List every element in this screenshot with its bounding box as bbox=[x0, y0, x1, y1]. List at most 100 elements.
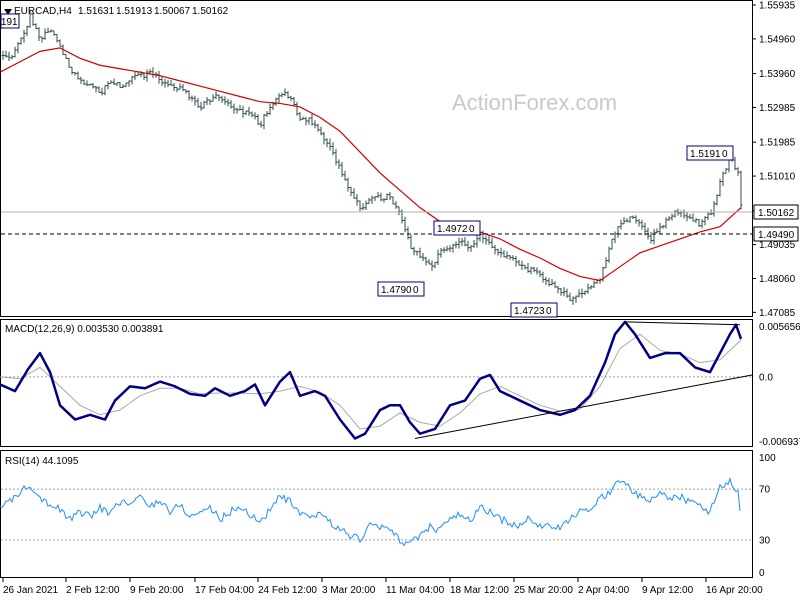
price-plot bbox=[0, 9, 743, 305]
time-tick-label: 9 Apr 12:00 bbox=[642, 585, 694, 596]
ohlc-bar bbox=[655, 228, 659, 234]
ohlc-bar bbox=[241, 105, 245, 118]
time-tick-label: 26 Jan 2021 bbox=[3, 585, 58, 596]
svg-text:1.4723: 1.4723 bbox=[514, 306, 545, 317]
ohlc-bar bbox=[208, 99, 212, 105]
ohlc-bar bbox=[340, 162, 344, 177]
ohlc-bar bbox=[406, 226, 410, 240]
ohlc-bar bbox=[664, 217, 668, 229]
ohlc-bar bbox=[238, 104, 242, 111]
ohlc-bar bbox=[454, 241, 458, 249]
ohlc-bar bbox=[556, 286, 560, 294]
ohlc-bar bbox=[652, 228, 656, 245]
ohlc-bar bbox=[451, 243, 455, 253]
ohlc-bar bbox=[193, 95, 197, 106]
ohlc-bar bbox=[88, 83, 92, 86]
level-price-tag: 1.49490 bbox=[753, 226, 799, 242]
ohlc-bar bbox=[280, 92, 284, 98]
ohlc-bar bbox=[409, 235, 413, 250]
ohlc-bar bbox=[172, 82, 176, 92]
ohlc-bar bbox=[487, 235, 491, 245]
svg-text:1.5191: 1.5191 bbox=[690, 149, 721, 160]
ohlc-bar bbox=[625, 218, 629, 223]
macd-tick-label: 0.0 bbox=[759, 372, 773, 383]
ohlc-bar bbox=[220, 95, 224, 103]
svg-text:1.5191: 1.5191 bbox=[0, 17, 18, 28]
macd-signal-line bbox=[0, 333, 742, 430]
macd-plot bbox=[0, 320, 753, 440]
price-tick-label: 1.52985 bbox=[759, 103, 796, 114]
ohlc-bar bbox=[718, 178, 722, 197]
svg-text:0: 0 bbox=[469, 224, 475, 235]
ohlc-bar bbox=[400, 209, 404, 224]
ohlc-bar bbox=[91, 83, 95, 89]
ohlc-bar bbox=[589, 284, 593, 290]
ohlc-bar bbox=[289, 95, 293, 102]
ohlc-bar bbox=[466, 240, 470, 252]
ohlc-bar bbox=[70, 66, 74, 75]
ohlc-bar bbox=[445, 245, 449, 252]
ohlc-bar bbox=[553, 281, 557, 288]
ohlc-bar bbox=[688, 214, 692, 220]
rsi-line bbox=[0, 477, 741, 547]
ohlc-bar bbox=[73, 72, 77, 76]
ohlc-bar bbox=[526, 263, 530, 273]
ohlc-bar bbox=[511, 255, 515, 261]
ohlc-bar bbox=[301, 116, 305, 120]
price-tick-label: 1.51010 bbox=[759, 172, 796, 183]
ohlc-bar bbox=[85, 80, 89, 87]
time-tick-label: 2 Apr 04:00 bbox=[578, 585, 630, 596]
rsi-tick-label: 70 bbox=[759, 485, 771, 496]
ohlc-bar bbox=[235, 107, 239, 114]
ohlc-bar bbox=[493, 244, 497, 255]
ohlc-bar bbox=[724, 168, 728, 174]
annotation-high-left: 1.5191 bbox=[0, 13, 20, 29]
ohlc-bar bbox=[460, 237, 464, 247]
ohlc-bar bbox=[181, 83, 185, 92]
ohlc-bar bbox=[616, 225, 620, 238]
ohlc-bar bbox=[319, 126, 323, 136]
svg-text:1.50162: 1.50162 bbox=[758, 208, 795, 219]
ohlc-bar bbox=[100, 87, 104, 96]
ohlc-bar bbox=[550, 278, 554, 286]
ohlc-bar bbox=[634, 215, 638, 224]
dropdown-triangle-icon bbox=[4, 9, 12, 15]
ohlc-bar bbox=[736, 167, 740, 176]
ohlc-bar bbox=[211, 94, 215, 102]
ohlc-bar bbox=[244, 110, 248, 116]
rsi-label: RSI(14) 44.1095 bbox=[5, 456, 79, 467]
ohlc-bar bbox=[25, 25, 29, 37]
ohlc-bar bbox=[313, 120, 317, 129]
ohlc-bar bbox=[577, 289, 581, 298]
ohlc-bar bbox=[697, 218, 701, 228]
ohlc-high: 1.51913 bbox=[116, 6, 153, 17]
ohlc-bar bbox=[514, 256, 518, 267]
ohlc-bar bbox=[415, 250, 419, 256]
ohlc-bar bbox=[187, 89, 191, 101]
annotation-1-4790: 1.4790 0 bbox=[377, 281, 425, 297]
ohlc-bar bbox=[586, 283, 590, 294]
macd-panel-frame bbox=[0, 319, 753, 447]
price-axis: 1.55935 1.54960 1.53960 1.52985 1.51985 1.510… bbox=[752, 0, 796, 319]
ohlc-bar bbox=[685, 211, 689, 222]
ohlc-bar bbox=[82, 79, 86, 85]
ohlc-bar bbox=[382, 198, 386, 203]
time-axis: 26 Jan 2021 2 Feb 12:00 9 Feb 20:00 17 Feb … bbox=[2, 578, 763, 596]
ohlc-bar bbox=[568, 292, 572, 301]
ohlc-bar bbox=[97, 86, 101, 93]
main-header: EURCAD,H4 1.51631 1.51913 1.50067 1.5016… bbox=[4, 6, 229, 17]
ohlc-bar bbox=[295, 101, 299, 116]
ohlc-bar bbox=[19, 37, 23, 45]
ohlc-bar bbox=[226, 98, 230, 107]
ohlc-bar bbox=[631, 215, 635, 220]
ohlc-bar bbox=[418, 247, 422, 259]
ohlc-bar bbox=[283, 88, 287, 96]
rsi-panel-frame bbox=[0, 450, 753, 578]
time-tick-label: 2 Feb 12:00 bbox=[66, 585, 120, 596]
ohlc-bar bbox=[565, 288, 569, 298]
ohlc-bar bbox=[442, 247, 446, 253]
ohlc-bar bbox=[721, 171, 725, 187]
ohlc-bar bbox=[13, 46, 17, 58]
ohlc-bar bbox=[265, 111, 269, 117]
